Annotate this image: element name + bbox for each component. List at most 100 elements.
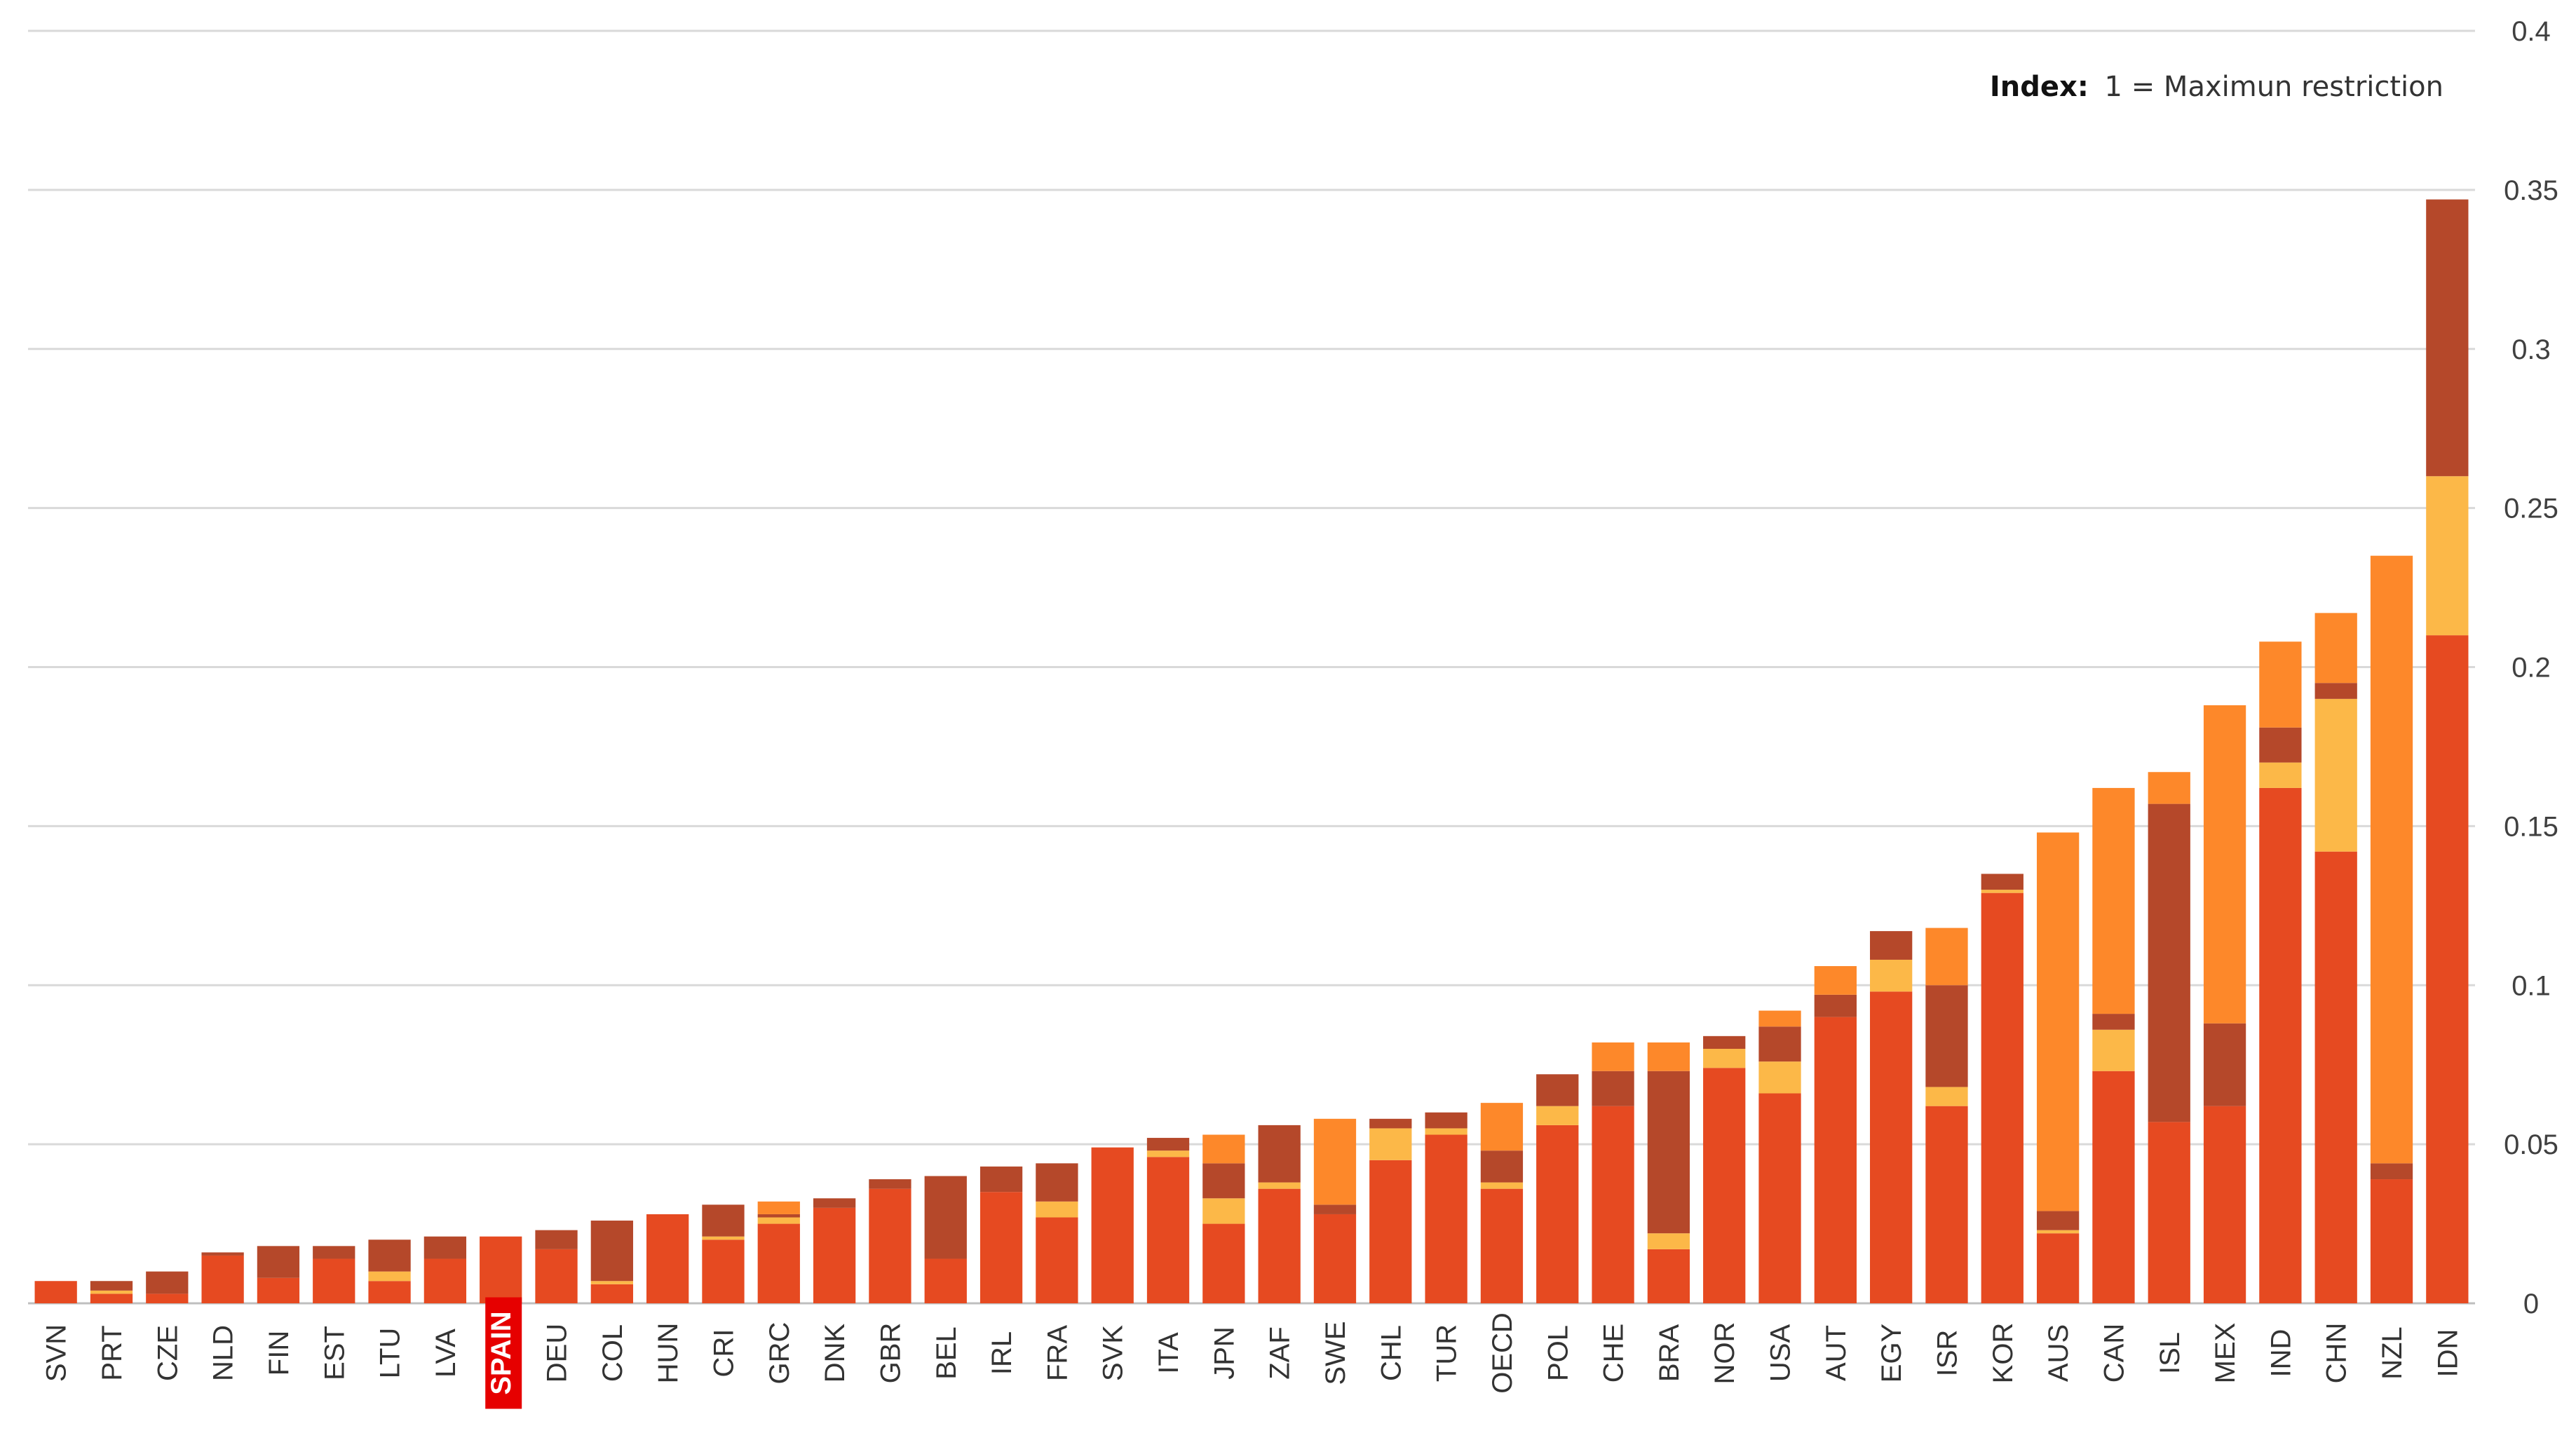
bar-segment-cze-3	[146, 1271, 189, 1294]
x-label-hun: HUN	[653, 1323, 684, 1384]
x-axis-category-labels: SVN PRT CZE NLD FIN EST LTU LVA SPAIN DEU COL HUN CR…	[41, 1297, 2463, 1409]
bar-segment-tur-2	[1425, 1128, 1467, 1135]
x-label-text: NLD	[208, 1325, 239, 1381]
bar-segment-isr-1	[1925, 1106, 1968, 1303]
bar-segment-kor-1	[1981, 892, 2023, 1303]
bar-segment-zaf-3	[1258, 1125, 1301, 1183]
bar-segment-nld-3	[201, 1252, 244, 1256]
bar-segment-bel-1	[924, 1258, 967, 1303]
bar-segment-swe-1	[1313, 1214, 1357, 1303]
x-label-text: USA	[1765, 1324, 1796, 1383]
bar-segment-jpn-4	[1202, 1134, 1245, 1164]
x-label-grc: GRC	[764, 1322, 795, 1385]
bar-segment-gbr-1	[869, 1188, 911, 1303]
bar-segment-cze-1	[146, 1293, 189, 1303]
bar-segment-irl-3	[979, 1166, 1023, 1193]
x-label-nld: NLD	[208, 1325, 239, 1381]
x-label-swe: SWE	[1320, 1321, 1351, 1385]
x-label-cze: CZE	[152, 1325, 183, 1381]
y-tick-label: 0.2	[2511, 653, 2551, 684]
bar-segment-isr-4	[1925, 928, 1968, 986]
bar-segment-ita-1	[1146, 1157, 1190, 1303]
x-label-text: LVA	[431, 1329, 461, 1378]
x-label-svk: SVK	[1098, 1325, 1129, 1381]
bar-segment-aus-4	[2036, 832, 2080, 1211]
x-label-text: CZE	[152, 1325, 183, 1381]
bar-segment-chn-1	[2314, 851, 2357, 1303]
bar-segment-tur-1	[1425, 1134, 1467, 1303]
x-label-text: MEX	[2210, 1323, 2241, 1384]
bar-segment-aut-1	[1814, 1017, 1857, 1303]
x-label-text: ZAF	[1265, 1326, 1296, 1380]
x-label-zaf: ZAF	[1265, 1326, 1296, 1380]
x-label-ltu: LTU	[375, 1328, 406, 1379]
x-label-prt: PRT	[97, 1325, 128, 1380]
bar-segment-ita-2	[1146, 1150, 1190, 1157]
bar-segment-dnk-3	[813, 1198, 856, 1208]
bar-segment-idn-2	[2426, 476, 2469, 636]
y-tick-label: 0.35	[2504, 175, 2558, 206]
bar-segment-kor-2	[1981, 890, 2023, 893]
bar-segment-swe-4	[1313, 1118, 1357, 1205]
bar-segment-bra-2	[1647, 1233, 1690, 1249]
bar-segment-mex-4	[2203, 705, 2246, 1024]
x-label-fra: FRA	[1042, 1325, 1073, 1381]
x-label-text: BEL	[931, 1326, 962, 1380]
x-label-text: IRL	[987, 1331, 1017, 1375]
x-label-text: GRC	[764, 1322, 795, 1385]
x-label-text: GBR	[875, 1323, 906, 1384]
index-note-text: 1 = Maximun restriction	[2105, 71, 2443, 103]
x-label-text: SWE	[1320, 1321, 1351, 1385]
bar-segment-jpn-2	[1202, 1198, 1245, 1224]
x-label-text: NOR	[1709, 1322, 1740, 1385]
x-label-text: COL	[597, 1324, 628, 1382]
x-label-text: SVK	[1098, 1325, 1129, 1381]
bar-segment-aus-2	[2036, 1230, 2080, 1234]
bar-segment-oecd-4	[1480, 1103, 1524, 1151]
bar-segment-hun-1	[646, 1214, 689, 1303]
bar-segment-bra-4	[1647, 1042, 1690, 1071]
x-label-egy: EGY	[1876, 1324, 1907, 1383]
x-label-oecd: OECD	[1487, 1312, 1518, 1394]
bar-segment-ind-3	[2259, 727, 2302, 763]
x-label-mex: MEX	[2210, 1323, 2241, 1384]
bar-segment-can-3	[2092, 1014, 2135, 1030]
bar-segment-aus-3	[2036, 1211, 2080, 1230]
x-label-tur: TUR	[1432, 1324, 1463, 1382]
x-label-text: DEU	[542, 1324, 573, 1383]
x-label-aus: AUS	[2043, 1324, 2074, 1382]
bar-segment-egy-1	[1870, 991, 1913, 1303]
bar-segment-svk-1	[1091, 1147, 1134, 1303]
bar-segment-oecd-2	[1480, 1182, 1524, 1189]
x-label-can: CAN	[2099, 1324, 2129, 1383]
bar-segment-ltu-2	[368, 1271, 411, 1282]
bar-segment-bra-3	[1647, 1071, 1690, 1234]
x-label-text: CHN	[2321, 1323, 2352, 1384]
y-axis-tick-labels: 0 0.05 0.1 0.15 0.2 0.25 0.3 0.35 0.4	[2504, 16, 2558, 1319]
x-label-nor: NOR	[1709, 1322, 1740, 1385]
gridlines	[28, 29, 2475, 1305]
x-label-fin: FIN	[264, 1331, 294, 1376]
bar-segment-isl-3	[2148, 803, 2190, 1122]
bar-segment-grc-4	[757, 1201, 800, 1214]
bar-segment-fra-1	[1036, 1217, 1078, 1303]
svg-text:Index: 1 = Maximun restr: Index: 1 = Maximun restriction	[1990, 71, 2443, 103]
bar-segment-prt-2	[90, 1290, 133, 1294]
bar-segment-nzl-4	[2370, 555, 2413, 1164]
x-label-col: COL	[597, 1324, 628, 1382]
bar-segment-col-1	[590, 1284, 633, 1303]
x-label-text: PRT	[97, 1325, 128, 1380]
bar-segment-ind-2	[2259, 762, 2302, 788]
bar-segment-chl-2	[1369, 1128, 1412, 1160]
x-label-text: HUN	[653, 1323, 684, 1384]
x-label-che: CHE	[1599, 1324, 1629, 1383]
y-tick-label: 0.05	[2504, 1129, 2558, 1160]
x-label-ind: IND	[2265, 1329, 2296, 1378]
x-label-aut: AUT	[1821, 1325, 1852, 1381]
bar-segment-che-1	[1592, 1106, 1634, 1303]
x-label-dnk: DNK	[820, 1323, 850, 1383]
bar-segment-aut-3	[1814, 994, 1857, 1017]
x-label-cri: CRI	[708, 1329, 739, 1378]
x-label-text: ISR	[1932, 1330, 1962, 1377]
y-tick-label: 0.1	[2511, 970, 2551, 1001]
